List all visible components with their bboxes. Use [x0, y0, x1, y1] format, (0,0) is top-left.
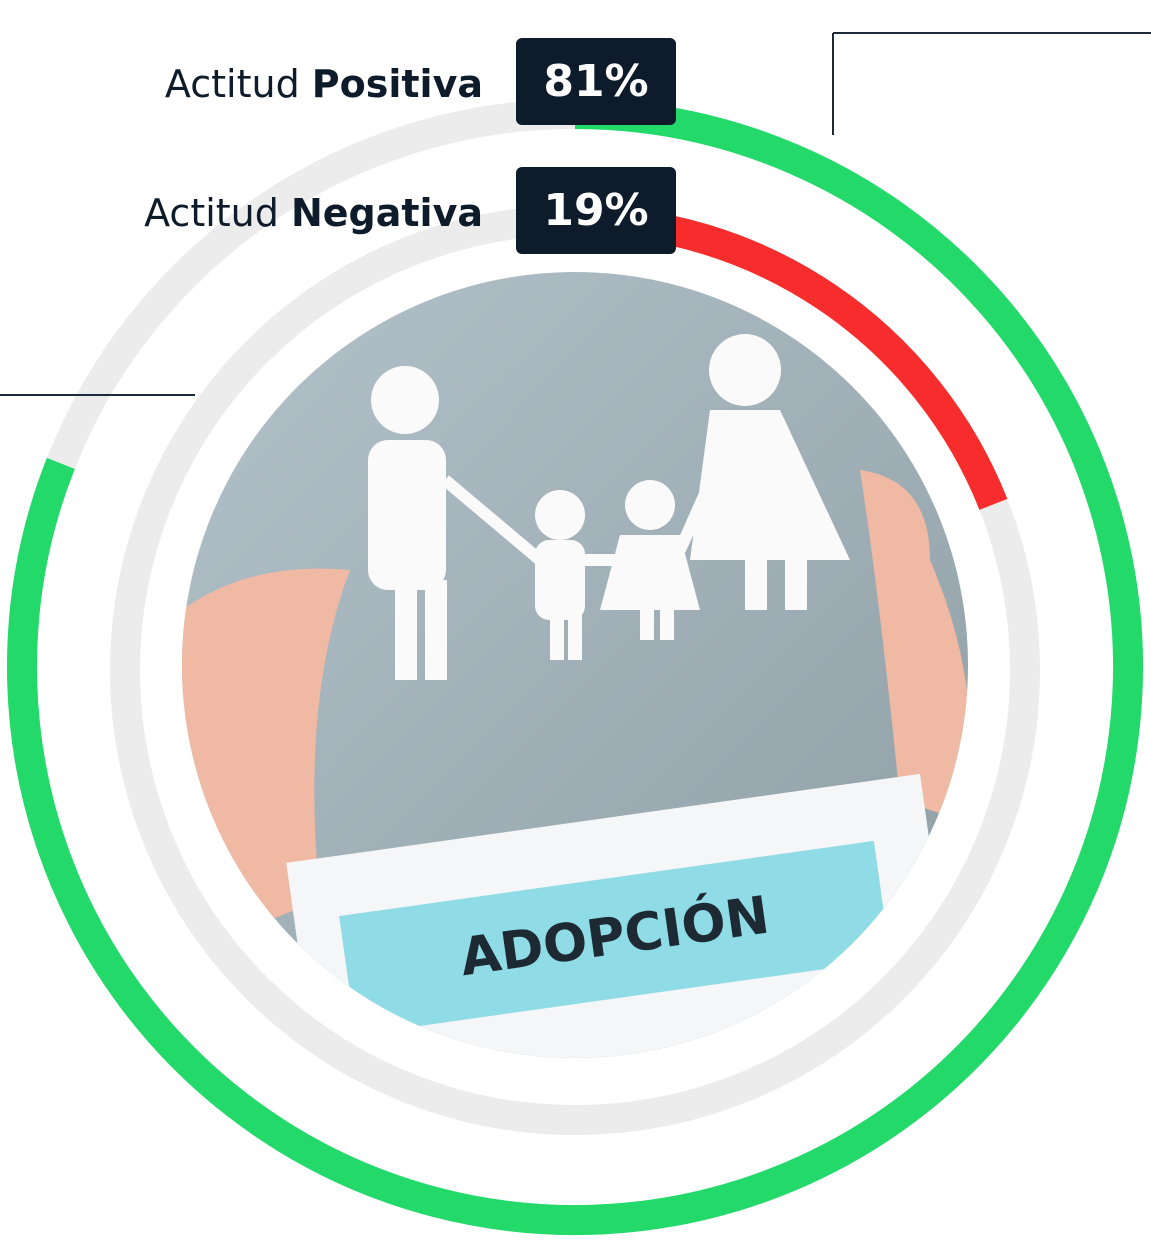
legend-label: Actitud Positiva	[165, 62, 483, 106]
page: ADOPCIÓN 81%Actitud Positiva19%Actitud N…	[0, 0, 1151, 1250]
value-label: 81%	[543, 56, 648, 107]
legend-label: Actitud Negativa	[144, 191, 483, 235]
value-label: 19%	[543, 185, 648, 236]
chart: ADOPCIÓN 81%Actitud Positiva19%Actitud N…	[0, 0, 1151, 1250]
